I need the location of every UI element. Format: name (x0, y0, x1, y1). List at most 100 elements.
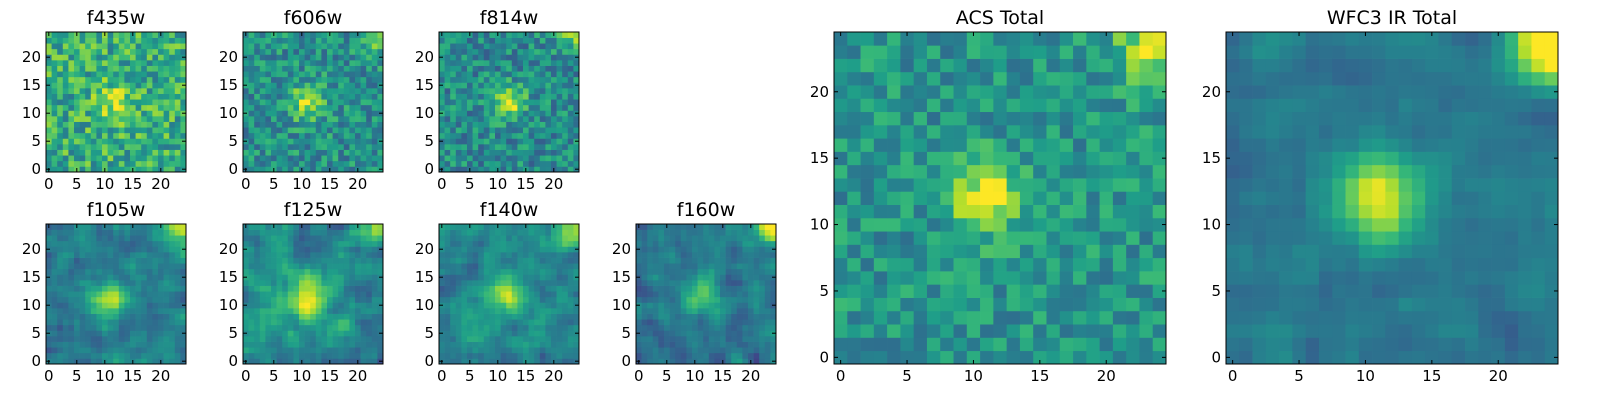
heatmap-cell (327, 60, 333, 66)
heatmap-cell (248, 358, 255, 365)
heatmap-cell (360, 347, 367, 354)
heatmap-cell (152, 65, 159, 72)
heatmap-cell (79, 71, 86, 78)
heatmap-cell (377, 104, 384, 111)
heatmap-cell (450, 138, 457, 145)
heatmap-cell (461, 160, 468, 167)
heatmap-cell (692, 280, 698, 286)
heatmap-cell (259, 48, 266, 55)
heatmap-cell (534, 132, 541, 139)
heatmap-cell (146, 155, 153, 162)
heatmap-cell (152, 88, 159, 94)
heatmap-cell (1033, 217, 1047, 232)
heatmap-cell (483, 291, 490, 298)
heatmap-cell (152, 149, 159, 156)
heatmap-cell (248, 65, 255, 72)
heatmap-cell (321, 313, 328, 320)
heatmap-cell (366, 341, 373, 348)
heatmap-cell (450, 132, 457, 139)
heatmap-cell (1126, 178, 1140, 192)
heatmap-cell (551, 246, 557, 253)
heatmap-cell (62, 116, 69, 122)
heatmap-cell (450, 71, 457, 78)
heatmap-cell (96, 280, 103, 286)
heatmap-cell (163, 138, 170, 145)
heatmap-cell (349, 155, 356, 162)
heatmap-cell (1126, 350, 1140, 365)
heatmap-cell (511, 291, 518, 298)
heatmap-cell (506, 302, 513, 309)
heatmap-cell (461, 37, 468, 44)
heatmap-cell (349, 76, 356, 83)
heatmap-cell (315, 274, 322, 281)
heatmap-cell (652, 296, 659, 303)
heatmap-cell (725, 285, 732, 292)
heatmap-cell (118, 336, 125, 342)
heatmap-cell (506, 132, 513, 139)
heatmap-cell (926, 178, 941, 192)
heatmap-cell (873, 204, 888, 219)
heatmap-cell (523, 324, 529, 331)
heatmap-cell (736, 229, 743, 236)
heatmap-cell (511, 76, 518, 83)
heatmap-cell (254, 71, 261, 78)
heatmap-cell (118, 144, 125, 150)
heatmap-cell (573, 319, 580, 326)
panel-title: f814w (480, 7, 539, 29)
heatmap-cell (310, 127, 317, 134)
heatmap-cell (847, 204, 861, 219)
heatmap-cell (349, 43, 356, 50)
heatmap-cell (248, 93, 255, 100)
heatmap-cell (556, 291, 563, 298)
heatmap-cell (259, 235, 266, 242)
heatmap-cell (377, 32, 384, 38)
heatmap-cell (299, 54, 305, 61)
heatmap-cell (68, 302, 75, 309)
heatmap-cell (141, 48, 148, 55)
heatmap-cell (310, 341, 317, 348)
heatmap-cell (107, 65, 114, 72)
heatmap-cell (310, 224, 317, 230)
heatmap-cell (248, 99, 255, 106)
heatmap-cell (444, 308, 451, 314)
heatmap-cell (163, 308, 170, 314)
heatmap-cell (85, 71, 92, 78)
heatmap-cell (461, 65, 468, 72)
heatmap-cell (315, 358, 322, 365)
heatmap-cell (310, 291, 317, 298)
heatmap-cell (770, 308, 777, 314)
heatmap-cell (304, 296, 311, 303)
heatmap-cell (483, 132, 490, 139)
heatmap-cell (913, 231, 928, 245)
heatmap-cell (163, 76, 170, 83)
heatmap-cell (573, 116, 580, 122)
heatmap-cell (703, 268, 710, 275)
heatmap-cell (444, 121, 451, 128)
heatmap-cell (265, 313, 272, 320)
heatmap-cell (556, 82, 563, 89)
heatmap-cell (523, 60, 529, 66)
heatmap-cell (528, 43, 535, 50)
heatmap-cell (287, 268, 294, 275)
heatmap-cell (489, 313, 496, 320)
heatmap-cell (310, 330, 317, 337)
heatmap-cell (517, 60, 524, 66)
heatmap-cell (254, 224, 261, 230)
heatmap-cell (483, 121, 490, 128)
heatmap-cell (180, 121, 187, 128)
heatmap-cell (539, 76, 546, 83)
heatmap-cell (152, 110, 159, 117)
heatmap-cell (293, 341, 300, 348)
heatmap-cell (271, 99, 277, 106)
heatmap-cell (495, 347, 501, 354)
heatmap-cell (107, 252, 114, 258)
heatmap-cell (315, 37, 322, 44)
heatmap-cell (107, 240, 114, 247)
heatmap-cell (304, 280, 311, 286)
heatmap-cell (158, 336, 164, 342)
heatmap-cell (455, 99, 462, 106)
heatmap-cell (692, 246, 698, 253)
heatmap-cell (444, 296, 451, 303)
heatmap-cell (169, 308, 176, 314)
heatmap-cell (764, 280, 771, 286)
